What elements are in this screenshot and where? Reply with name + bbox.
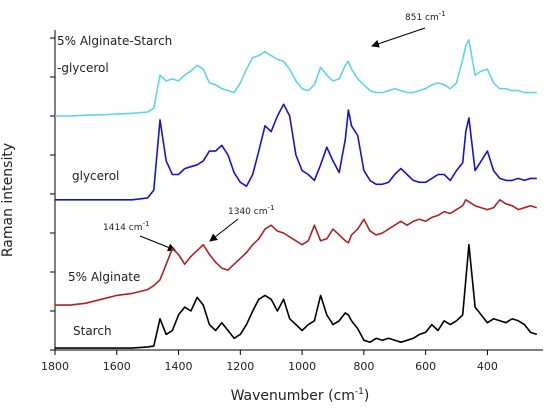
x-axis-label: Wavenumber (cm-1): [231, 387, 370, 404]
annotation-sup: -1: [439, 10, 446, 18]
x-tick-label: 1000: [288, 360, 316, 373]
x-axis-label-sup: -1: [355, 387, 364, 397]
annotation: 1340 cm-1: [228, 204, 274, 217]
annotation-text: 851 cm: [405, 13, 439, 23]
x-tick-label: 1200: [226, 360, 254, 373]
x-tick-label: 1800: [41, 360, 69, 373]
arrow: [209, 218, 239, 242]
x-tick-label: 600: [415, 360, 436, 373]
spectrum-line: [55, 199, 538, 306]
spectrum-line: [55, 39, 537, 117]
series-label: Starch: [73, 324, 112, 338]
annotation-text: 1414 cm: [103, 223, 142, 233]
annotation-text: 1340 cm: [228, 207, 267, 217]
annotation: 851 cm-1: [405, 10, 446, 23]
series-label: glycerol: [72, 169, 119, 183]
x-axis-label-end: ): [364, 388, 369, 404]
annotation-sup: -1: [267, 204, 274, 212]
x-tick-label: 800: [353, 360, 374, 373]
annotation: 1414 cm-1: [103, 220, 149, 233]
x-tick-label: 1400: [165, 360, 193, 373]
series-label: -glycerol: [57, 61, 109, 75]
x-axis-label-text: Wavenumber (cm: [231, 388, 355, 404]
x-tick-label: 1600: [103, 360, 131, 373]
annotation-sup: -1: [142, 220, 149, 228]
arrow: [371, 27, 426, 48]
spectrum-line: [55, 243, 538, 349]
x-tick-label: 400: [477, 360, 498, 373]
series-label: 5% Alginate-Starch: [57, 34, 172, 48]
y-axis-label: Raman intensity: [0, 143, 16, 257]
arrow: [139, 235, 176, 252]
spectrum-line: [55, 103, 537, 201]
series-label: 5% Alginate: [68, 270, 140, 284]
